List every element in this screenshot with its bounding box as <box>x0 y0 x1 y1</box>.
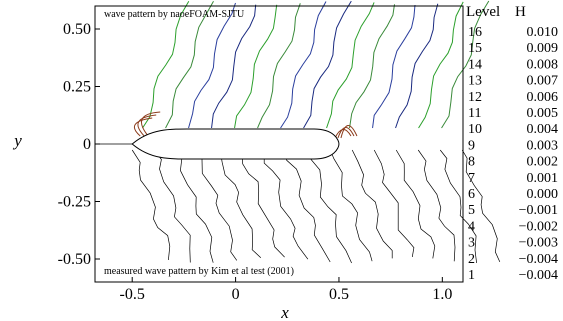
legend-level: 4 <box>468 219 475 234</box>
x-ticks: -0.5 0 0.5 1.0 <box>120 277 452 303</box>
legend-h-value: 0.003 <box>527 138 559 153</box>
measured-contour-line <box>175 149 214 263</box>
stern-contour-line <box>340 125 358 139</box>
legend-level: 1 <box>468 268 475 283</box>
lower-annotation: measured wave pattern by Kim et al test … <box>104 266 294 277</box>
x-tick-label: 0 <box>232 286 240 303</box>
measured-contour-line <box>395 149 436 259</box>
legend-h-value: −0.002 <box>519 219 558 234</box>
measured-contour-line <box>417 149 456 262</box>
measured-contour-line <box>329 149 373 262</box>
measured-contour-line <box>197 149 238 261</box>
computed-contour-line <box>441 0 490 129</box>
x-tick-label: 1.0 <box>432 286 452 303</box>
legend-h-value: −0.003 <box>519 236 558 251</box>
bow-contour-line <box>137 114 157 137</box>
upper-annotation: wave pattern by naoeFOAM-SJTU <box>104 9 245 20</box>
legend-h-value: 0.001 <box>527 171 559 186</box>
measured-contour-line <box>219 149 262 258</box>
measured-contour-line <box>263 149 309 260</box>
legend-h-value: 0.009 <box>527 41 559 56</box>
hull-outline <box>131 128 340 160</box>
legend-level: 16 <box>468 25 482 40</box>
legend-level: 3 <box>468 236 475 251</box>
legend-level: 7 <box>468 171 475 186</box>
measured-contour-line <box>285 149 331 263</box>
hull-layer <box>95 128 340 160</box>
measured-contour-line <box>241 149 285 258</box>
legend-h-value: 0.000 <box>527 187 559 202</box>
computed-contour-line <box>372 4 416 129</box>
computed-contour-line <box>188 2 236 129</box>
x-axis-label: x <box>280 303 289 321</box>
legend-h-value: 0.005 <box>527 106 559 121</box>
computed-contour-line <box>211 4 257 129</box>
legend-h-value: 0.004 <box>527 122 559 137</box>
legend-h-value: 0.007 <box>527 74 559 89</box>
y-tick-label: 0 <box>83 136 91 153</box>
computed-contour-line <box>142 0 190 129</box>
y-tick-label: -0.25 <box>58 194 91 211</box>
legend-level: 15 <box>468 41 482 56</box>
legend-level: 8 <box>468 155 475 170</box>
y-tick-label: -0.50 <box>58 251 91 268</box>
legend-h-value: 0.008 <box>527 57 559 72</box>
x-tick-label: -0.5 <box>120 286 145 303</box>
computed-contour-line <box>349 4 395 129</box>
legend-h-value: 0.002 <box>527 155 559 170</box>
bow-contour-line <box>133 117 153 137</box>
computed-contour-line <box>303 0 352 129</box>
measured-contour-line <box>439 149 477 264</box>
legend-level: 6 <box>468 187 475 202</box>
measured-contour-line <box>373 149 415 258</box>
legend-h-header: H <box>515 4 526 20</box>
x-tick-label: 0.5 <box>329 286 349 303</box>
stern-contour-line <box>337 127 355 139</box>
legend-h-value: 0.010 <box>527 25 559 40</box>
legend-level: 9 <box>468 138 475 153</box>
bow-contour-line <box>140 111 161 137</box>
legend-level: 13 <box>468 74 482 89</box>
computed-contour-line <box>395 3 439 129</box>
legend-h-value: −0.004 <box>519 268 558 283</box>
stern-contour-line <box>334 129 352 139</box>
computed-contour-line <box>165 1 214 129</box>
legend-level: 14 <box>468 57 482 72</box>
computed-contour-line <box>326 2 375 129</box>
legend-h-value: −0.004 <box>519 252 558 267</box>
legend-h-value: −0.001 <box>519 203 558 218</box>
y-ticks: 0.50 0.25 0 -0.25 -0.50 <box>58 21 100 268</box>
y-tick-label: 0.25 <box>63 79 91 96</box>
legend-level: 12 <box>468 90 482 105</box>
legend-level-header: Level <box>466 4 500 20</box>
computed-contour-line <box>418 1 464 129</box>
measured-contour-line <box>351 149 393 259</box>
measured-contour-line <box>153 149 191 263</box>
computed-contour-line <box>280 1 327 129</box>
measured-contour-line <box>461 149 501 263</box>
legend-level: 2 <box>468 252 475 267</box>
legend-level: 5 <box>468 203 475 218</box>
y-tick-label: 0.50 <box>63 21 91 38</box>
computed-contour-line <box>234 4 278 129</box>
measured-contour-line <box>131 149 171 261</box>
measured-contour-line <box>307 149 352 264</box>
computed-contour-line <box>257 3 301 129</box>
computed-contours <box>133 0 490 139</box>
y-axis-label: y <box>12 131 22 150</box>
measured-contours <box>131 149 501 264</box>
legend-level: 10 <box>468 122 482 137</box>
legend-level: 11 <box>468 106 481 121</box>
legend-h-value: 0.006 <box>527 90 559 105</box>
